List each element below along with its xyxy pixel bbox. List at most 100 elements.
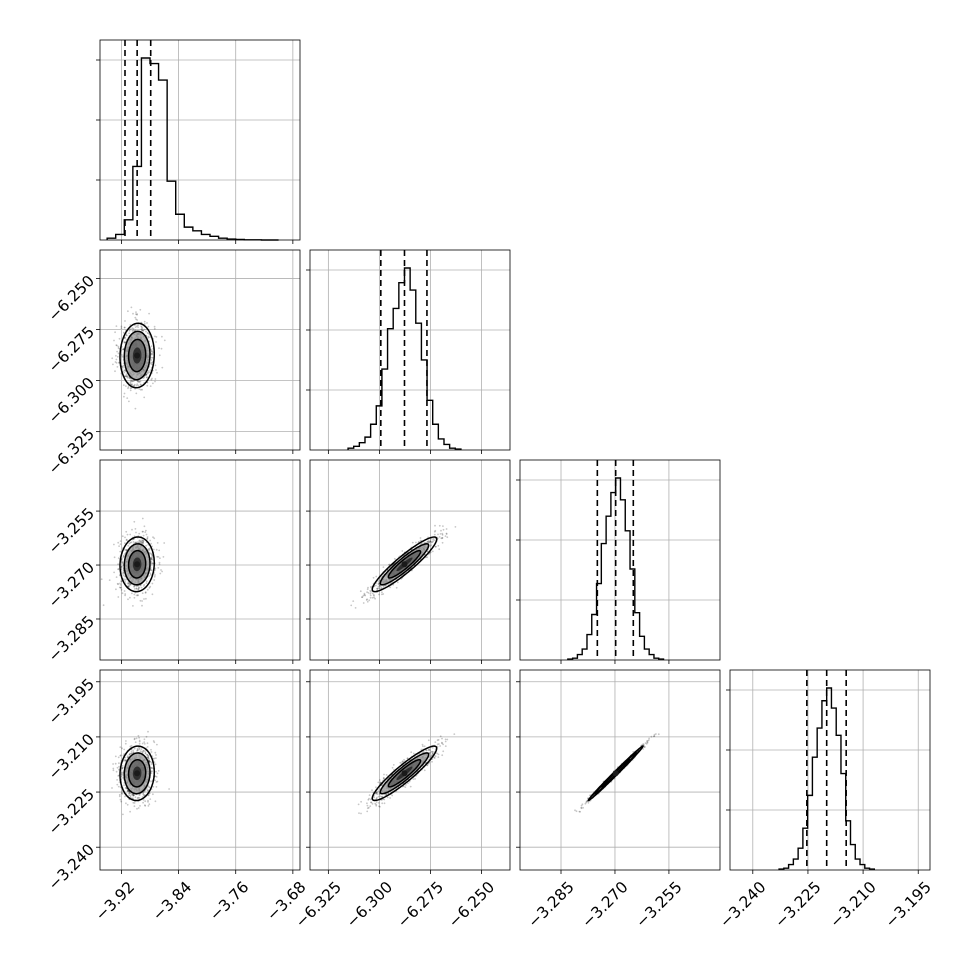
scatter-point (123, 326, 126, 329)
scatter-point (151, 557, 154, 559)
scatter-point (359, 590, 362, 593)
scatter-point (118, 574, 121, 577)
scatter-point (117, 568, 119, 571)
scatter-point (136, 319, 139, 321)
scatter-point (383, 773, 385, 776)
scatter-point (137, 324, 140, 327)
scatter-point (429, 551, 432, 554)
scatter-point (125, 802, 127, 805)
scatter-point (133, 596, 136, 599)
scatter-point (138, 388, 141, 390)
scatter-point (128, 792, 131, 794)
scatter-point (431, 550, 434, 553)
scatter-point (161, 570, 164, 573)
scatter-point (155, 341, 157, 343)
scatter-point (150, 569, 152, 572)
scatter-point (148, 371, 151, 374)
scatter-point (141, 742, 144, 745)
scatter-point (127, 598, 129, 601)
scatter-point (117, 596, 120, 598)
scatter-point (378, 805, 380, 808)
scatter-point (116, 582, 119, 585)
scatter-point (133, 324, 136, 327)
scatter-point (151, 361, 154, 364)
scatter-point (117, 756, 120, 759)
scatter-point (374, 597, 376, 600)
scatter-point (147, 335, 150, 338)
scatter-point (133, 805, 136, 808)
scatter-point (129, 381, 132, 383)
scatter-point (147, 325, 150, 328)
scatter-point (160, 347, 163, 350)
scatter-point (149, 361, 152, 364)
scatter-point (136, 594, 139, 597)
scatter-point (137, 588, 140, 591)
scatter-point (121, 535, 124, 538)
scatter-point (118, 795, 121, 798)
scatter-point (438, 524, 441, 527)
scatter-point (156, 780, 159, 783)
scatter-point (119, 582, 121, 585)
scatter-point (125, 530, 128, 533)
scatter-point (396, 581, 399, 584)
scatter-point (121, 791, 123, 793)
scatter-point (154, 335, 156, 338)
scatter-point (111, 357, 114, 360)
scatter-point (123, 340, 125, 343)
scatter-point (453, 733, 456, 735)
scatter-point (162, 556, 165, 558)
scatter-point (146, 742, 149, 745)
scatter-point (151, 558, 154, 561)
density-peak (134, 352, 141, 359)
scatter-point (369, 594, 372, 597)
scatter-point (401, 761, 404, 763)
scatter-point (129, 387, 132, 390)
scatter-point (370, 801, 372, 804)
scatter-point (138, 539, 141, 542)
scatter-point (138, 586, 141, 589)
scatter-point (121, 765, 124, 767)
scatter-point (358, 812, 360, 814)
scatter-point (147, 805, 150, 807)
scatter-point (151, 569, 153, 572)
scatter-point (155, 754, 157, 756)
scatter-point (153, 325, 156, 328)
scatter-point (163, 339, 166, 342)
scatter-point (438, 536, 441, 538)
scatter-point (150, 542, 153, 545)
scatter-point (392, 764, 395, 766)
scatter-point (113, 543, 115, 546)
scatter-point (146, 376, 148, 378)
scatter-point (375, 584, 377, 587)
scatter-point (148, 551, 151, 554)
scatter-point (429, 540, 432, 543)
scatter-point (123, 326, 126, 329)
scatter-point (375, 575, 378, 578)
scatter-point (151, 352, 154, 355)
scatter-point (114, 762, 117, 765)
scatter-point (132, 749, 135, 752)
scatter-point (125, 375, 128, 377)
scatter-point (129, 745, 132, 748)
scatter-panel-3-2 (516, 669, 721, 874)
scatter-point (141, 327, 144, 330)
scatter-point (138, 736, 141, 739)
scatter-point (444, 738, 447, 741)
scatter-point (401, 550, 404, 552)
scatter-point (115, 588, 117, 591)
scatter-point (117, 345, 120, 348)
scatter-panel-1-0 (96, 249, 301, 454)
scatter-point (115, 576, 118, 578)
scatter-point (124, 536, 126, 539)
scatter-point (132, 801, 135, 804)
scatter-point (144, 592, 147, 594)
scatter-point (155, 770, 157, 773)
scatter-point (128, 377, 131, 379)
scatter-point (135, 541, 137, 544)
scatter-point (383, 798, 386, 801)
scatter-point (124, 341, 126, 344)
scatter-point (144, 591, 147, 594)
scatter-point (431, 752, 434, 755)
scatter-point (118, 337, 121, 340)
scatter-point (125, 334, 128, 337)
